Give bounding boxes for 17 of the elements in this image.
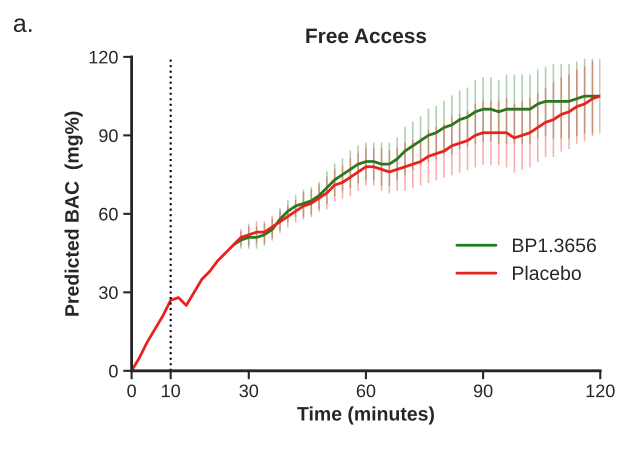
legend-label: BP1.3656 bbox=[513, 238, 596, 252]
legend-label: Placebo bbox=[513, 266, 581, 280]
y-axis-title: Predicted BAC (mg%) bbox=[64, 112, 83, 316]
x-tick-label: 30 bbox=[239, 384, 258, 398]
text: a. bbox=[14, 18, 32, 32]
x-tick-label: 0 bbox=[127, 384, 136, 398]
x-tick-label: 60 bbox=[356, 384, 376, 398]
y-tick-label: 0 bbox=[109, 364, 118, 378]
x-tick-label: 10 bbox=[162, 384, 180, 398]
y-tick-label: 30 bbox=[99, 286, 118, 300]
chart-title: Free Access bbox=[306, 28, 426, 44]
y-tick-label: 60 bbox=[99, 208, 118, 221]
x-tick-label: 120 bbox=[586, 384, 615, 398]
y-tick-label: 90 bbox=[99, 129, 118, 142]
y-tick-label: 120 bbox=[90, 50, 118, 64]
x-tick-label: 90 bbox=[474, 384, 492, 398]
x-axis-title: Time (minutes) bbox=[297, 406, 434, 425]
